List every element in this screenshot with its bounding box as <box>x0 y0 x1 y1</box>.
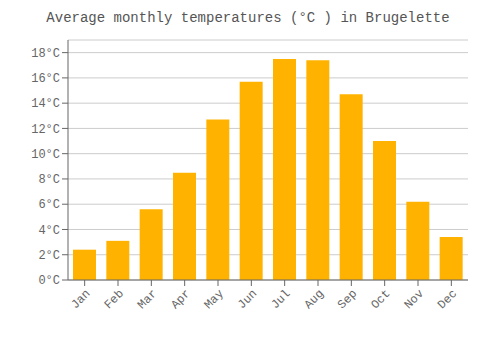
svg-text:18°C: 18°C <box>31 47 60 61</box>
svg-text:Apr: Apr <box>168 287 193 312</box>
svg-text:May: May <box>202 287 227 312</box>
svg-text:Nov: Nov <box>402 287 427 312</box>
html-text:Average monthly temperatures (: Average monthly temperatures (°C ) in Br… <box>46 10 450 26</box>
svg-text:8°C: 8°C <box>38 173 60 187</box>
svg-text:14°C: 14°C <box>31 97 60 111</box>
svg-text:0°C: 0°C <box>38 274 60 288</box>
svg-text:Jul: Jul <box>268 287 293 312</box>
svg-text:Jun: Jun <box>235 287 260 312</box>
svg-text:Aug: Aug <box>302 287 327 312</box>
svg-text:12°C: 12°C <box>31 123 60 137</box>
svg-text:10°C: 10°C <box>31 148 60 162</box>
svg-text:Jan: Jan <box>68 287 93 312</box>
svg-text:4°C: 4°C <box>38 224 60 238</box>
svg-text:16°C: 16°C <box>31 72 60 86</box>
svg-text:2°C: 2°C <box>38 249 60 263</box>
svg-text:6°C: 6°C <box>38 198 60 212</box>
svg-text:Mar: Mar <box>135 287 160 312</box>
svg-text:Feb: Feb <box>102 287 127 312</box>
svg-text:Oct: Oct <box>368 287 393 312</box>
svg-text:Dec: Dec <box>435 287 460 312</box>
svg-text:Sep: Sep <box>335 287 360 312</box>
